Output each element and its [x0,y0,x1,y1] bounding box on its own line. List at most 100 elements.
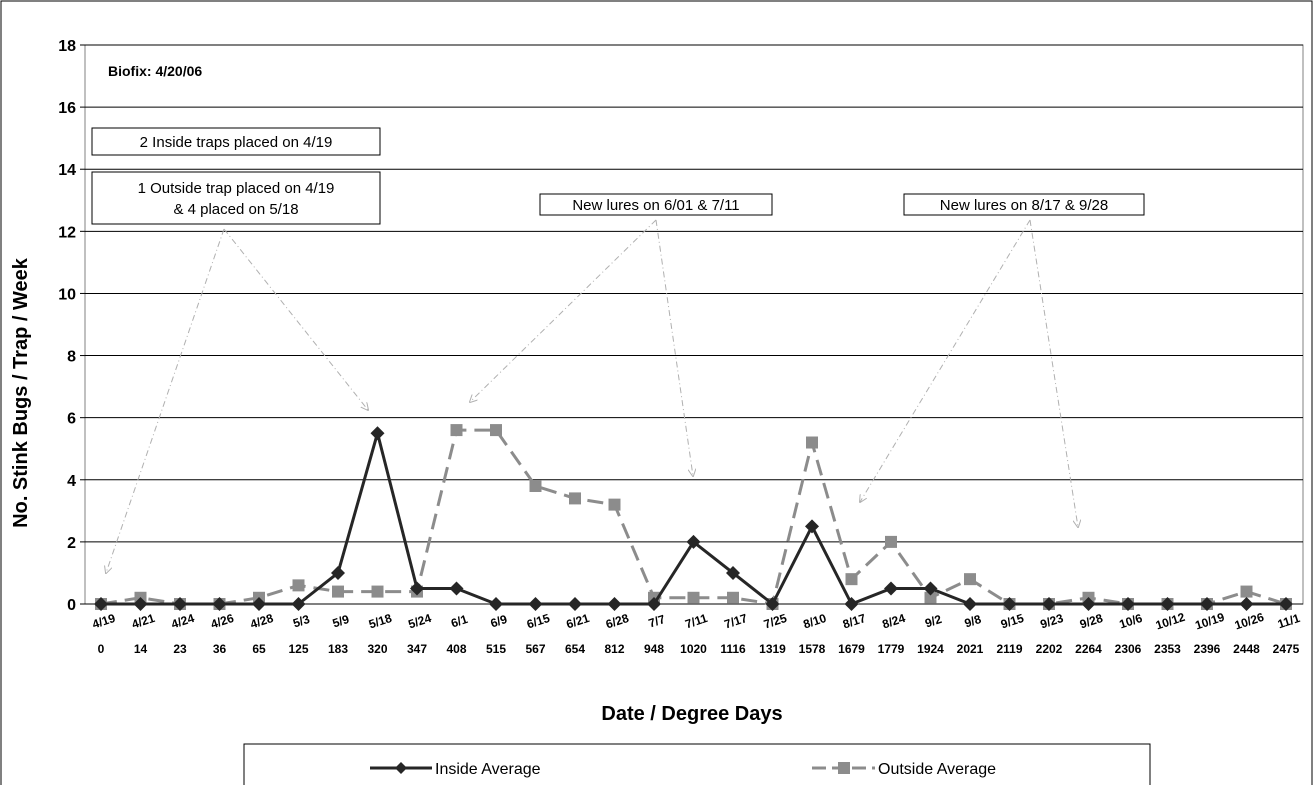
inside-point [331,565,345,580]
degree-day-label: 2264 [1075,642,1102,656]
inside-point [370,426,385,441]
x-tick-label: 6/15 [525,611,552,632]
degree-day-label: 1116 [720,642,746,656]
degree-day-label: 0 [98,642,105,656]
degree-day-label: 1679 [838,642,865,656]
arrow-lures1-to-6-1 [470,219,657,402]
y-tick-label: 16 [58,100,76,117]
legend-diamond-marker [395,762,407,774]
y-tick-label: 2 [67,535,76,552]
degree-day-label: 2353 [1154,642,1181,656]
inside-point [489,597,503,611]
degree-day-label: 2475 [1273,642,1300,656]
x-tick-label: 5/24 [406,611,433,632]
legend-item-inside: Inside Average [370,761,541,778]
x-tick-label: 7/17 [722,611,749,632]
inside-point [528,597,543,611]
data-series [94,424,1293,611]
x-tick-label: 8/24 [880,611,907,632]
inside-point [884,581,898,596]
arrow-outside-to-4-19 [106,228,225,573]
annotation-outside-trap-line1: 1 Outside trap placed on 4/19 [138,180,335,197]
x-tick-label: 9/8 [963,612,984,631]
inside-point [1002,597,1017,611]
inside-point [1081,597,1096,611]
inside-point [647,597,661,611]
annotation-outside-trap-line2: & 4 placed on 5/18 [173,201,298,218]
legend-box [243,743,1151,785]
inside-point [1200,597,1214,611]
degree-day-label: 65 [252,642,266,656]
degree-day-label: 36 [213,642,227,656]
x-tick-label: 4/26 [209,611,236,632]
biofix-label: Biofix: 4/20/06 [108,63,202,79]
inside-point [844,597,859,611]
x-tick-label: 5/3 [291,612,312,631]
y-tick-label: 6 [67,411,76,428]
arrow-lures1-to-7-11 [655,219,693,476]
inside-point [410,581,424,596]
degree-day-label: 2448 [1233,642,1260,656]
legend-square-marker [838,762,850,774]
y-axis-ticks: 0 2 4 6 8 10 12 14 16 18 [58,38,85,614]
y-tick-label: 10 [58,286,76,303]
outside-point [608,498,621,511]
legend-label-outside: Outside Average [878,761,996,778]
inside-point [252,597,266,611]
degree-day-label: 347 [407,642,427,656]
annotation-lures-2-text: New lures on 8/17 & 9/28 [940,197,1108,214]
degree-day-label: 948 [644,642,664,656]
degree-day-label: 1319 [759,642,786,656]
degree-day-label: 2396 [1194,642,1221,656]
y-tick-label: 18 [58,38,76,55]
y-tick-label: 0 [67,597,76,614]
degree-day-label: 654 [565,642,585,656]
annotation-inside-traps: 2 Inside traps placed on 4/19 [91,127,381,156]
inside-point [686,534,701,549]
x-tick-label: 10/6 [1117,611,1144,632]
inside-point [94,597,108,611]
degree-day-labels: 0 14 23 36 65 125 183 320 347 408 515 567 654 812 948 1… [98,642,1300,656]
x-tick-label: 11/1 [1276,611,1302,631]
inside-point [963,597,977,611]
x-tick-label: 6/1 [449,612,470,631]
x-tick-label: 6/28 [604,611,631,632]
x-tick-label: 5/18 [367,611,394,632]
x-tick-label: 5/9 [331,612,352,631]
y-tick-label: 14 [58,162,76,179]
x-tick-label: 9/15 [999,611,1026,632]
outside-point [845,573,858,586]
annotation-outside-trap: 1 Outside trap placed on 4/19 & 4 placed… [91,171,381,225]
x-tick-label: 4/24 [169,611,196,632]
degree-day-label: 1779 [878,642,905,656]
x-tick-label: 6/21 [564,611,591,632]
x-axis-title: Date / Degree Days [601,703,782,725]
degree-day-label: 23 [173,642,187,656]
inside-point [173,597,187,611]
y-axis-title: No. Stink Bugs / Trap / Week [10,257,32,528]
outside-point [450,424,463,437]
degree-day-label: 1924 [917,642,944,656]
y-tick-label: 8 [67,349,76,366]
degree-day-label: 2119 [996,642,1022,656]
degree-day-label: 1020 [680,642,707,656]
inside-point [449,581,464,596]
degree-day-label: 183 [328,642,348,656]
outside-point [924,591,937,604]
inside-point [805,519,819,534]
x-tick-label: 4/21 [130,611,157,632]
inside-point [1239,597,1254,611]
x-tick-label: 7/11 [683,611,709,631]
outside-point [569,492,581,505]
inside-point [1042,597,1056,611]
degree-day-label: 2021 [957,642,984,656]
degree-day-label: 408 [446,642,466,656]
degree-day-label: 320 [367,642,387,656]
outside-point [529,479,542,492]
legend: Inside Average Outside Average [243,743,1151,785]
inside-point [607,597,622,611]
outside-point [964,573,976,586]
outside-point [687,591,700,604]
